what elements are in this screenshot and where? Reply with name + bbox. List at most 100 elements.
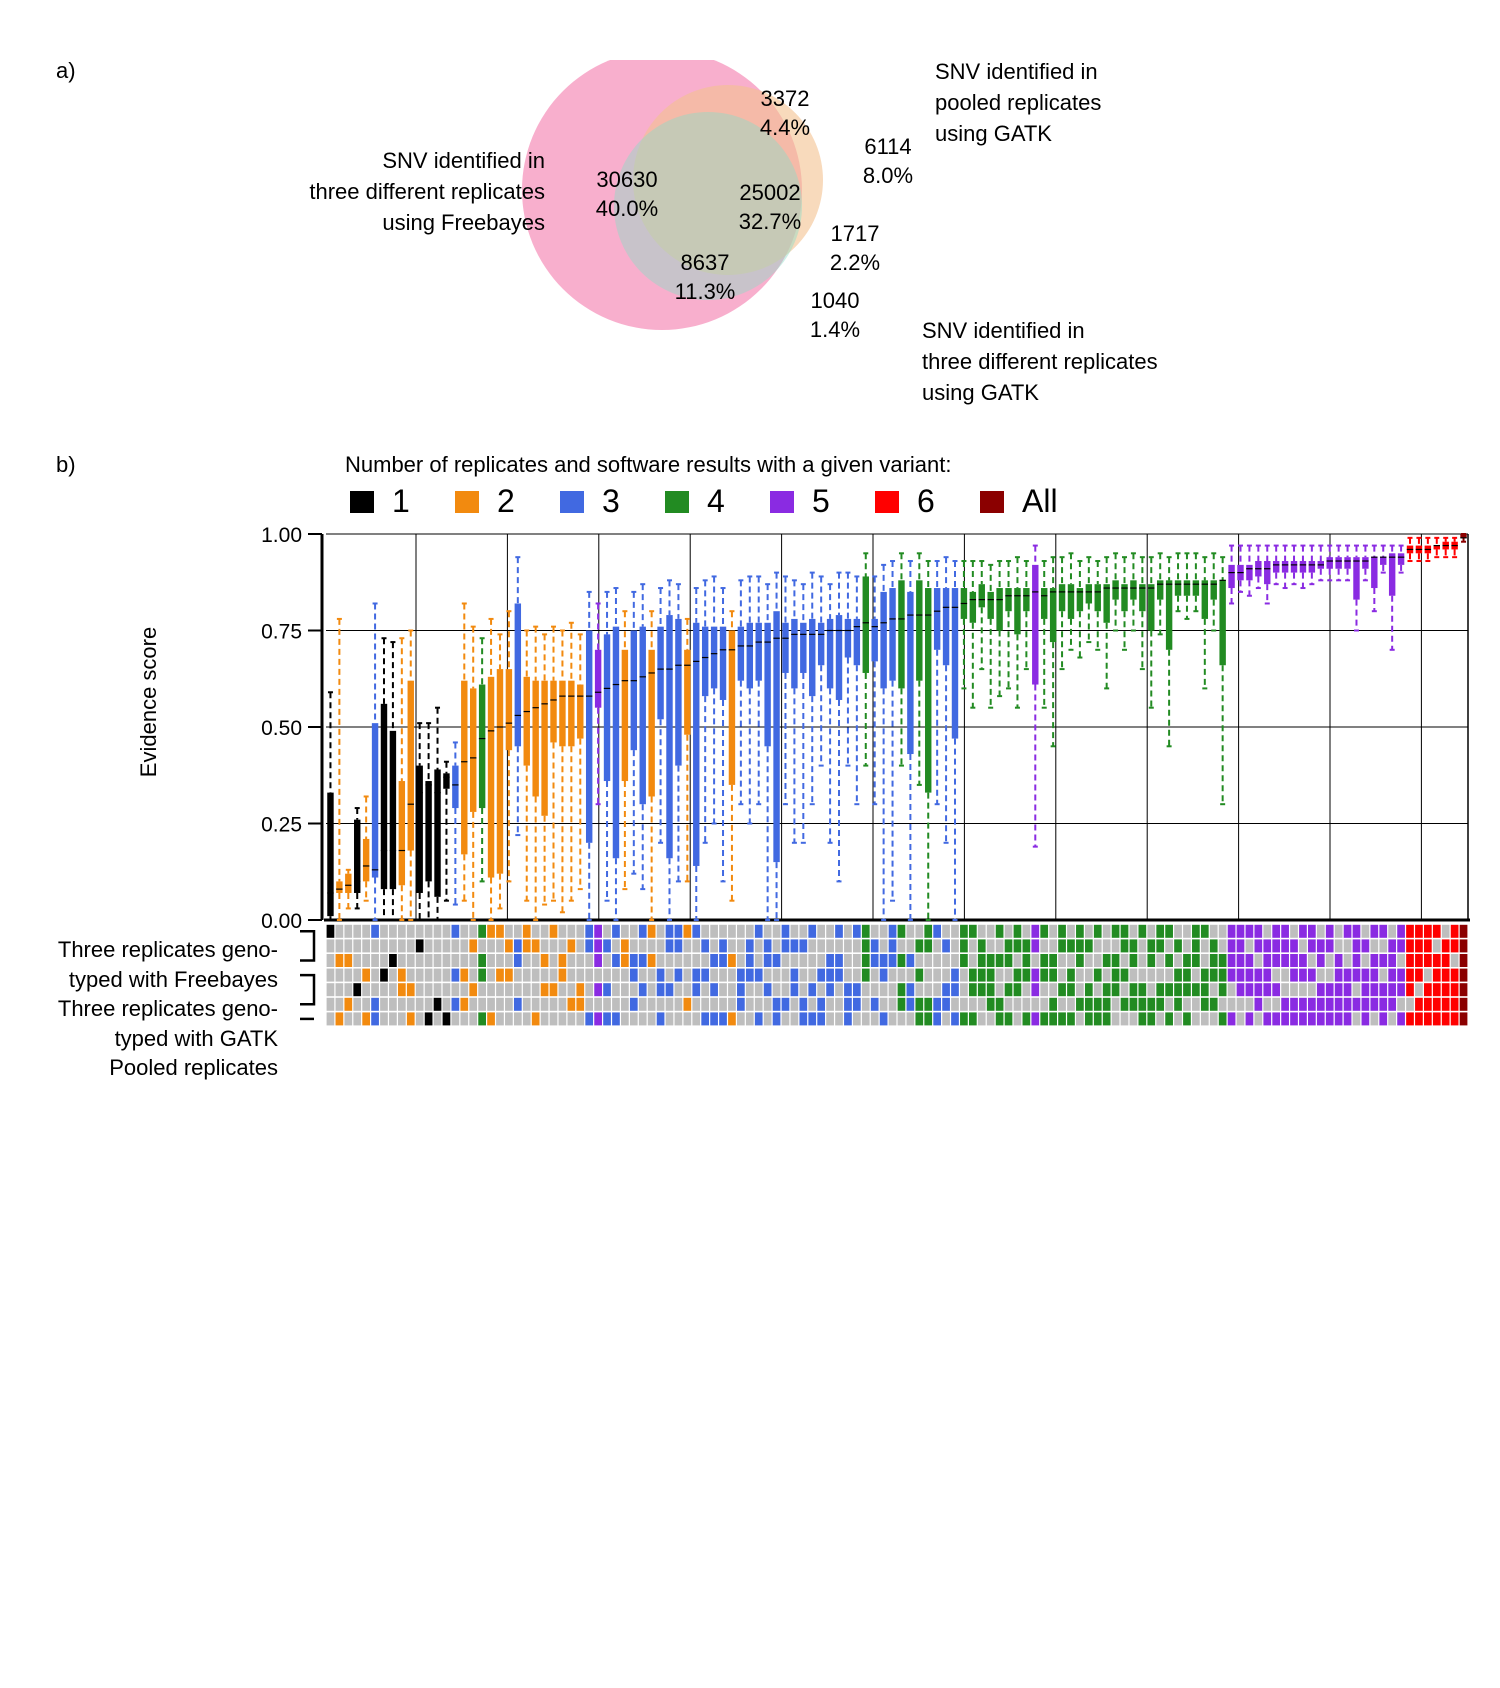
matrix-cell: [906, 954, 915, 967]
y-tick-label: 0.25: [261, 814, 302, 837]
matrix-cell: [826, 924, 834, 938]
matrix-cell: [924, 954, 933, 967]
box-iqr: [559, 680, 566, 747]
matrix-cell: [861, 997, 870, 1011]
matrix-cell: [451, 939, 460, 953]
box-iqr: [523, 676, 530, 766]
matrix-cell: [772, 1012, 781, 1026]
matrix-cell: [496, 983, 504, 997]
matrix-cell: [371, 997, 379, 1011]
matrix-cell: [487, 983, 495, 997]
bracket-gatk: [300, 973, 316, 1006]
matrix-cell: [1067, 1012, 1075, 1026]
box-iqr: [907, 591, 914, 755]
matrix-cell: [915, 1012, 924, 1026]
box-iqr: [800, 622, 807, 673]
matrix-cell: [1415, 997, 1423, 1011]
box-126: [1442, 536, 1449, 559]
box-94: [1156, 552, 1164, 636]
matrix-cell: [986, 924, 995, 938]
row-label-gatk: Three replicates geno- typed with GATK: [10, 994, 278, 1054]
matrix-cell: [326, 924, 335, 938]
box-iqr: [1353, 557, 1360, 600]
matrix-cell: [389, 939, 397, 953]
legend-swatch: [560, 491, 584, 513]
matrix-cell: [835, 939, 843, 953]
box-48: [746, 575, 754, 825]
matrix-cell: [995, 1012, 1004, 1026]
matrix-cell: [1263, 1012, 1272, 1026]
matrix-cell: [1147, 939, 1156, 953]
matrix-cell: [1174, 1012, 1182, 1026]
box-iqr: [1460, 534, 1467, 538]
matrix-cell: [1147, 924, 1156, 938]
matrix-cell: [870, 968, 879, 982]
box-2: [336, 617, 343, 921]
matrix-cell: [344, 954, 353, 967]
matrix-cell: [1227, 1012, 1236, 1026]
matrix-cell: [1165, 968, 1173, 982]
box-117: [1362, 544, 1369, 582]
matrix-cell: [371, 983, 379, 997]
box-108: [1281, 544, 1289, 590]
venn-label-gatk: SNV identified in three different replic…: [922, 315, 1158, 408]
matrix-cell: [505, 968, 513, 982]
matrix-cell: [621, 968, 629, 982]
matrix-cell: [469, 968, 478, 982]
matrix-cell: [1316, 1012, 1325, 1026]
matrix-cell: [558, 939, 567, 953]
matrix-cell: [1200, 968, 1209, 982]
matrix-cell: [371, 939, 379, 953]
box-9: [398, 637, 406, 921]
matrix-cell: [647, 983, 656, 997]
matrix-cell: [656, 997, 665, 1011]
region-count: 3372: [760, 86, 810, 111]
matrix-cell: [1120, 939, 1129, 953]
matrix-cell: [692, 1012, 701, 1026]
matrix-cell: [1370, 924, 1379, 938]
matrix-cell: [1316, 924, 1325, 938]
box-35: [630, 590, 638, 875]
matrix-cell: [362, 924, 371, 938]
venn-label-line: three different replicates: [922, 349, 1158, 374]
matrix-cell: [353, 939, 362, 953]
matrix-cell: [719, 1012, 727, 1026]
matrix-cell: [621, 939, 629, 953]
matrix-cell: [1397, 968, 1405, 982]
matrix-cell: [1192, 997, 1200, 1011]
matrix-cell: [1183, 1012, 1191, 1026]
matrix-cell: [1067, 954, 1075, 967]
matrix-cell: [594, 968, 602, 982]
matrix-cell: [915, 924, 924, 938]
matrix-cell: [344, 968, 353, 982]
matrix-cell: [1325, 1012, 1334, 1026]
matrix-cell: [549, 939, 558, 953]
matrix-cell: [1397, 997, 1405, 1011]
legend-label: 2: [497, 483, 515, 519]
matrix-cell: [478, 1012, 486, 1026]
matrix-cell: [656, 924, 665, 938]
matrix-cell: [603, 954, 611, 967]
box-102: [1228, 544, 1235, 605]
matrix-cell: [968, 997, 977, 1011]
matrix-cell: [1165, 997, 1173, 1011]
matrix-cell: [1370, 997, 1379, 1011]
matrix-cell: [1227, 997, 1236, 1011]
matrix-cell: [513, 983, 522, 997]
venn-region-freebayes-gatk: 8637 11.3%: [660, 248, 750, 306]
matrix-cell: [879, 924, 888, 938]
matrix-cell: [1138, 983, 1147, 997]
matrix-cell: [1423, 924, 1432, 938]
matrix-cell: [763, 954, 772, 967]
venn-circle-pooled-gatk: [633, 85, 823, 275]
matrix-cell: [1076, 1012, 1084, 1026]
matrix-cell: [1129, 954, 1138, 967]
matrix-cell: [487, 997, 495, 1011]
box-114: [1335, 544, 1342, 582]
matrix-cell: [1388, 924, 1397, 938]
matrix-cell: [1263, 954, 1272, 967]
box-116: [1353, 544, 1360, 632]
matrix-cell: [326, 939, 335, 953]
matrix-cell: [335, 968, 344, 982]
box-101: [1219, 556, 1226, 806]
